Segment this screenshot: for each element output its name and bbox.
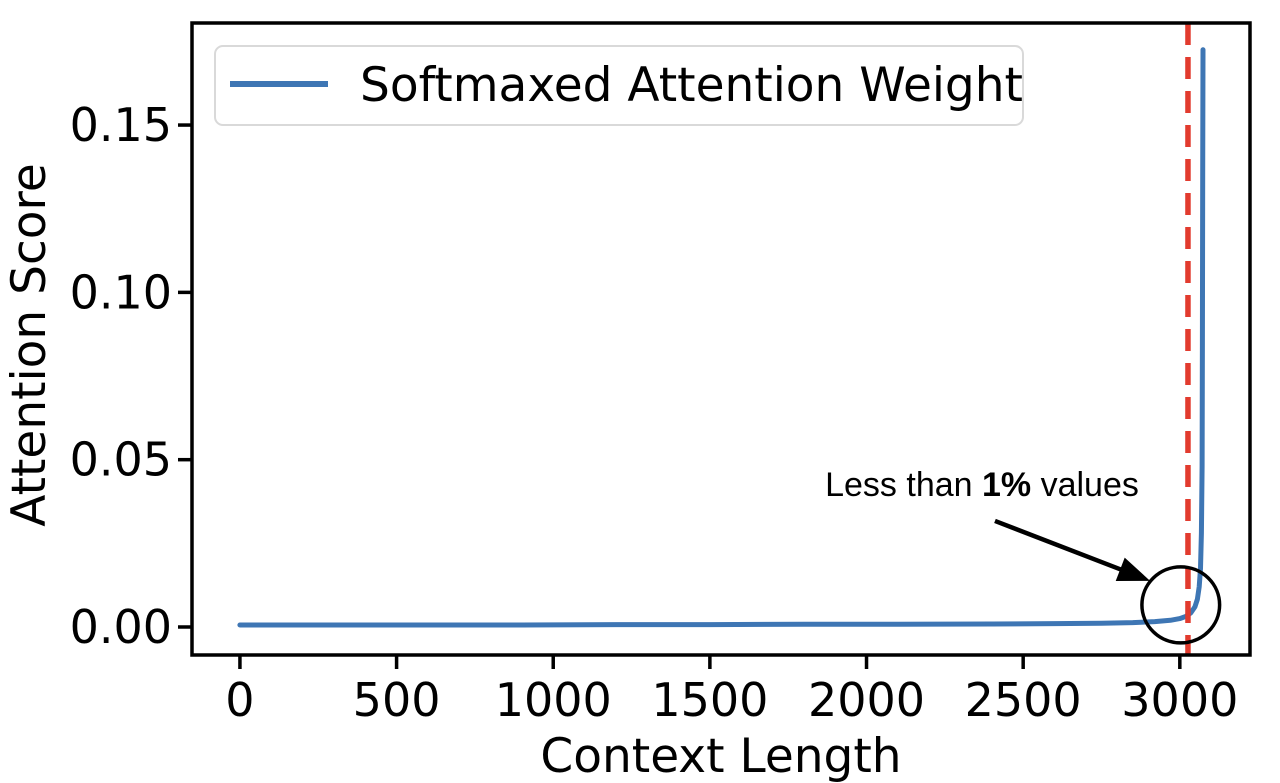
annotation-text-prefix: Less than: [825, 466, 982, 504]
annotation-text-suffix: values: [1031, 466, 1139, 504]
annotation-arrow-shaft: [994, 518, 1127, 574]
x-tick-label: 2500: [965, 673, 1082, 727]
y-tick-label: 0.10: [70, 265, 172, 319]
annotation-arrow-head: [1115, 557, 1151, 581]
y-tick-label: 0.05: [70, 433, 172, 487]
x-tick-label: 500: [353, 673, 441, 727]
chart-generated-layer: 0 500 1000 1500 2000 2500 3000 0.00 0.05 0.10 0.15: [70, 23, 1238, 727]
annotation-text: Less than 1% values: [825, 466, 1139, 504]
x-axis-title: Context Length: [540, 729, 901, 783]
x-tick-label: 1000: [495, 673, 612, 727]
x-tick-label: 1500: [651, 673, 768, 727]
annotation-text-bold: 1%: [982, 466, 1031, 504]
plot-border: [190, 21, 1252, 657]
y-axis-title: Attention Score: [2, 163, 57, 527]
y-tick-label: 0.00: [70, 600, 172, 654]
x-tick-label: 2000: [808, 673, 925, 727]
legend-box: [214, 45, 1024, 126]
x-tick-label: 3000: [1121, 673, 1238, 727]
series-line-softmaxed-attention-weight: [237, 47, 1206, 628]
y-tick-label: 0.15: [70, 98, 172, 152]
highlight-circle: [1140, 565, 1222, 645]
legend-label: Softmaxed Attention Weight: [360, 58, 1023, 113]
x-tick-label: 0: [225, 673, 254, 727]
